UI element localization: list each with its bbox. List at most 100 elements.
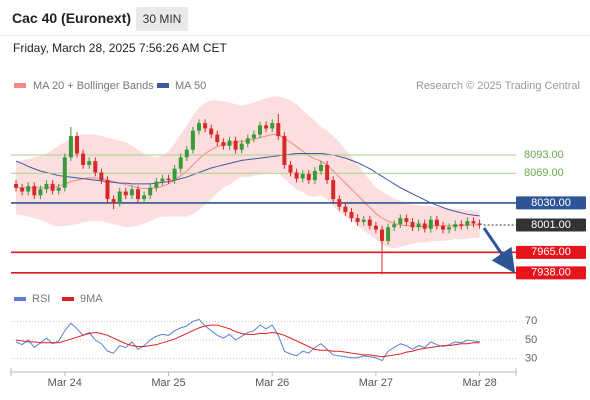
legend-label: MA 50	[175, 80, 206, 92]
bollinger-band	[16, 96, 480, 249]
candle-body	[14, 183, 18, 188]
candle-body	[300, 174, 305, 179]
candle-body	[160, 178, 165, 182]
candle-body	[288, 164, 293, 173]
candle-body	[68, 136, 73, 158]
candle-body	[20, 187, 25, 192]
candle-body	[410, 221, 415, 228]
timestamp: Friday, March 28, 2025 7:56:26 AM CET	[13, 41, 227, 55]
level-box	[516, 245, 586, 259]
candle-body	[184, 149, 189, 158]
candle-body	[270, 123, 275, 129]
header-separator	[0, 35, 590, 36]
candle-body	[81, 153, 86, 165]
level-label: 8093.00	[524, 149, 564, 161]
instrument-title: Cac 40 (Euronext)	[12, 10, 132, 26]
candle-body	[367, 219, 372, 226]
candle-body	[148, 187, 153, 196]
candle-body	[465, 221, 470, 226]
candle-body	[32, 186, 37, 196]
indicator-line	[15, 318, 480, 362]
legend-swatch	[157, 83, 169, 88]
candle-body	[136, 189, 140, 200]
candle-body	[75, 136, 79, 154]
candle-body	[422, 223, 427, 229]
candle-body	[294, 172, 299, 179]
candle-body	[373, 225, 378, 230]
candle-body	[87, 161, 92, 165]
moving-average	[15, 153, 480, 217]
candle-body	[258, 125, 262, 135]
x-tick-label: Mar 26	[255, 377, 289, 389]
candle-body	[142, 195, 147, 200]
candle-body	[264, 125, 269, 129]
level-label: 8030.00	[531, 197, 571, 209]
candle-body	[215, 134, 220, 143]
candle-body	[178, 157, 183, 169]
source-credit: Research © 2025 Trading Central	[416, 80, 580, 92]
level-box	[516, 196, 586, 210]
interval-button[interactable]: 30 MIN	[136, 7, 188, 31]
candle-body	[337, 199, 342, 207]
level-label: 7965.00	[531, 246, 571, 258]
candle-body	[245, 138, 250, 144]
level-label: 8001.00	[531, 219, 571, 231]
y-tick-label: 30	[525, 353, 537, 365]
x-tick-label: Mar 24	[48, 377, 82, 389]
candle-body	[434, 219, 439, 226]
candle-body	[349, 212, 354, 219]
legend-swatch	[14, 83, 26, 88]
legend-label: 9MA	[80, 293, 103, 305]
legend-swatch	[14, 297, 26, 301]
x-tick-label: Mar 28	[462, 377, 496, 389]
candle-body	[343, 206, 348, 213]
x-tick-label: Mar 25	[151, 377, 185, 389]
candle-body	[197, 123, 201, 131]
candle-body	[386, 227, 391, 241]
candle-body	[38, 189, 43, 196]
candle-body	[416, 223, 421, 228]
candle-body	[50, 183, 55, 191]
candle-body	[441, 225, 445, 230]
candle-body	[251, 134, 256, 139]
candle-body	[282, 136, 287, 165]
level-box	[516, 266, 586, 280]
candle-body	[398, 218, 403, 225]
candle-body	[306, 174, 311, 181]
candle-body	[404, 218, 409, 222]
candle-body	[239, 143, 244, 150]
level-label: 8069.00	[524, 167, 564, 179]
candle-body	[276, 123, 281, 137]
candle-body	[221, 142, 226, 146]
candle-body	[99, 172, 104, 181]
candle-body	[447, 227, 452, 230]
level-label: 7938.00	[531, 267, 571, 279]
candle-body	[26, 186, 31, 192]
candle-body	[477, 223, 482, 225]
candle-body	[117, 191, 122, 203]
candle-body	[44, 183, 49, 190]
level-box	[516, 218, 586, 232]
candle-body	[111, 199, 116, 203]
candle-body	[319, 164, 323, 171]
candle-body	[190, 130, 195, 150]
legend-label: MA 20 + Bollinger Bands	[33, 80, 154, 92]
forecast-arrow	[482, 227, 516, 274]
candle-body	[312, 171, 317, 181]
y-tick-label: 70	[525, 315, 537, 327]
candle-body	[233, 140, 238, 150]
candle-body	[209, 128, 214, 135]
candle-body	[129, 189, 134, 196]
candle-body	[105, 180, 110, 200]
candle-body	[471, 221, 476, 224]
candle-body	[166, 178, 171, 181]
candle-body	[62, 157, 67, 188]
candle-body	[154, 181, 159, 188]
legend-swatch	[62, 297, 74, 301]
y-tick-label: 50	[525, 334, 537, 346]
candle-body	[428, 219, 433, 229]
legend-label: RSI	[32, 293, 50, 305]
candle-body	[93, 161, 98, 173]
